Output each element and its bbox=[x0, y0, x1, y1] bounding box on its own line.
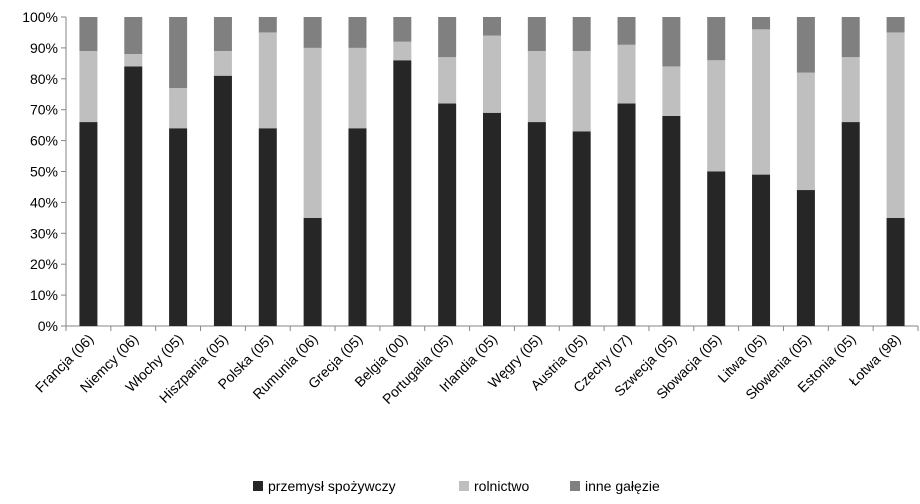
y-tick-label: 70% bbox=[30, 102, 58, 118]
y-tick-label: 0% bbox=[38, 318, 58, 334]
legend-swatch bbox=[459, 481, 469, 491]
bar-segment-2 bbox=[393, 41, 412, 61]
bar-segment-1 bbox=[841, 122, 860, 326]
bar-segment-1 bbox=[213, 75, 232, 327]
legend-swatch bbox=[570, 481, 580, 491]
bar-segment-1 bbox=[393, 60, 412, 326]
bar-segment-3 bbox=[707, 17, 726, 61]
bar-segment-3 bbox=[841, 17, 860, 58]
bar-segment-3 bbox=[258, 17, 277, 33]
bar-segment-1 bbox=[527, 122, 546, 326]
bar-segment-2 bbox=[79, 50, 98, 123]
bar-segment-1 bbox=[752, 174, 771, 326]
bar-segment-3 bbox=[527, 17, 546, 51]
bar-segment-2 bbox=[617, 44, 636, 104]
legend-label: przemysł spożywczy bbox=[268, 478, 396, 494]
bar-segment-3 bbox=[662, 17, 681, 67]
chart-legend: przemysł spożywczy rolnictwo inne gałęzie bbox=[253, 478, 660, 494]
bar-segment-2 bbox=[348, 47, 367, 129]
bar-segment-2 bbox=[752, 29, 771, 175]
bar-segment-3 bbox=[213, 17, 232, 51]
bar-segment-2 bbox=[572, 50, 591, 132]
bar-segment-3 bbox=[796, 17, 815, 73]
bar-segment-3 bbox=[393, 17, 412, 42]
bar-segment-1 bbox=[124, 66, 143, 326]
chart-bars bbox=[79, 17, 905, 327]
bar-segment-3 bbox=[617, 17, 636, 45]
bar-segment-3 bbox=[483, 17, 501, 36]
bar-segment-3 bbox=[572, 17, 591, 51]
bar-segment-1 bbox=[348, 128, 367, 326]
bar-segment-1 bbox=[438, 103, 457, 327]
bar-segment-3 bbox=[303, 17, 322, 48]
bar-segment-1 bbox=[483, 112, 501, 326]
bar-segment-1 bbox=[303, 217, 322, 326]
bar-segment-2 bbox=[796, 72, 815, 191]
y-tick-label: 20% bbox=[30, 256, 58, 272]
bar-segment-2 bbox=[886, 32, 905, 218]
bar-segment-1 bbox=[258, 128, 277, 326]
bar-segment-3 bbox=[169, 17, 188, 89]
chart-axes: 0% 10% 20% 30% 40% 50% 60% 70% 80% 90% 100% bbox=[22, 9, 919, 334]
bar-segment-1 bbox=[796, 190, 815, 326]
y-tick-label: 30% bbox=[30, 225, 58, 241]
bar-segment-1 bbox=[572, 131, 591, 326]
bar-segment-3 bbox=[79, 17, 98, 51]
bar-segment-1 bbox=[886, 217, 905, 326]
bar-segment-2 bbox=[213, 50, 232, 76]
y-tick-label: 10% bbox=[30, 287, 58, 303]
bar-segment-2 bbox=[707, 60, 726, 172]
bar-segment-1 bbox=[79, 122, 98, 326]
y-tick-label: 80% bbox=[30, 71, 58, 87]
bar-segment-3 bbox=[886, 17, 905, 33]
legend-swatch bbox=[253, 481, 263, 491]
bar-segment-1 bbox=[617, 103, 636, 327]
bar-segment-2 bbox=[258, 32, 277, 129]
y-tick-label: 60% bbox=[30, 133, 58, 149]
bar-segment-2 bbox=[483, 35, 501, 113]
bar-segment-2 bbox=[169, 88, 188, 129]
y-tick-label: 90% bbox=[30, 40, 58, 56]
bar-segment-2 bbox=[527, 50, 546, 123]
bar-segment-3 bbox=[752, 17, 771, 30]
bar-segment-3 bbox=[438, 17, 457, 58]
category-labels: Francja (06)Niemcy (06)Włochy (05)Hiszpa… bbox=[32, 331, 904, 407]
bar-segment-1 bbox=[662, 115, 681, 326]
legend-label: rolnictwo bbox=[474, 478, 529, 494]
bar-segment-1 bbox=[707, 171, 726, 326]
bar-segment-3 bbox=[124, 17, 143, 55]
bar-segment-2 bbox=[841, 57, 860, 123]
bar-segment-2 bbox=[438, 57, 457, 104]
bar-segment-2 bbox=[662, 66, 681, 116]
y-tick-label: 40% bbox=[30, 194, 58, 210]
bar-segment-1 bbox=[169, 128, 188, 326]
bar-segment-2 bbox=[124, 54, 143, 67]
y-tick-label: 100% bbox=[22, 9, 58, 25]
bar-segment-2 bbox=[303, 47, 322, 218]
bar-segment-3 bbox=[348, 17, 367, 48]
legend-label: inne gałęzie bbox=[585, 478, 660, 494]
y-tick-label: 50% bbox=[30, 164, 58, 180]
